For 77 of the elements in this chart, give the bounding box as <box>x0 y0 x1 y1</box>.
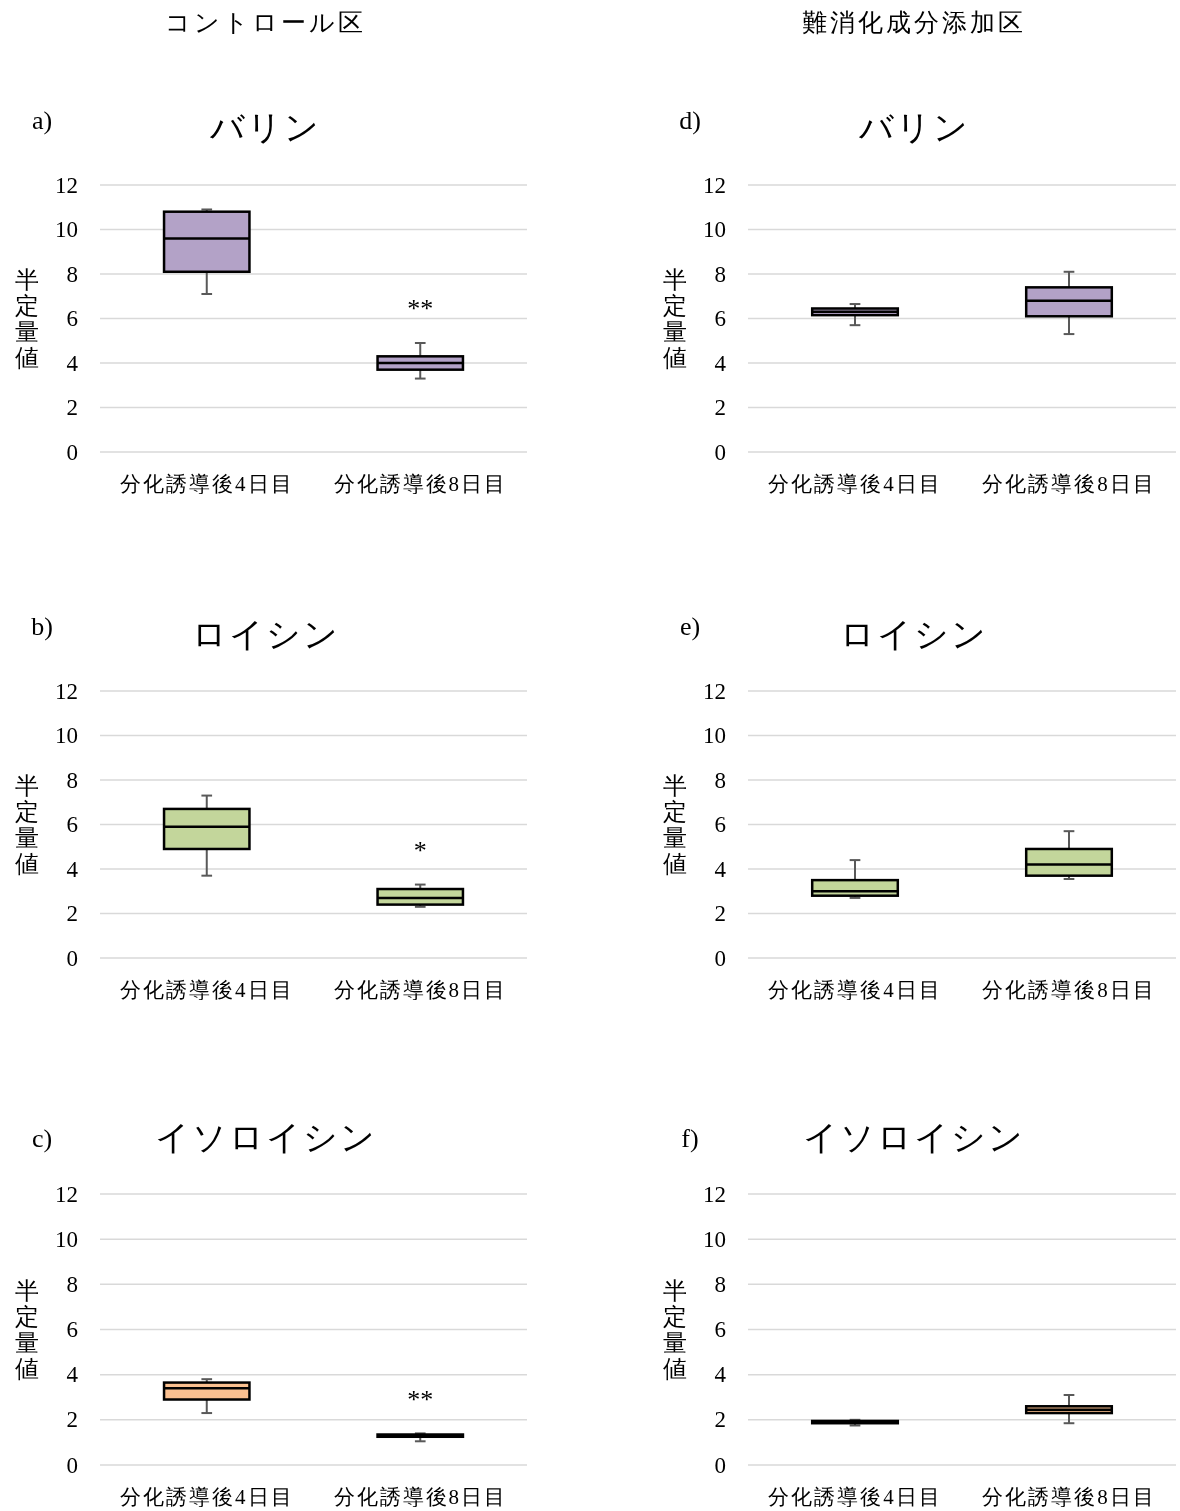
y-axis-title: 半定量値 <box>663 772 687 877</box>
y-tick-label: 8 <box>714 261 726 287</box>
y-tick-label: 4 <box>714 350 727 376</box>
y-tick-label: 0 <box>66 945 78 971</box>
y-tick-label: 4 <box>66 856 79 882</box>
y-tick-label: 0 <box>714 945 726 971</box>
chart-title: イソロイシン <box>154 1118 377 1156</box>
y-tick-label: 12 <box>55 172 78 198</box>
x-tick-label: 分化誘導後4日目 <box>768 1485 942 1509</box>
y-tick-label: 6 <box>66 812 78 837</box>
y-tick-label: 8 <box>714 767 726 793</box>
text: e) <box>679 611 701 641</box>
y-tick-label: 10 <box>703 723 726 748</box>
x-tick-label: 分化誘導後4日目 <box>768 472 942 496</box>
chart-title: イソロイシン <box>803 1118 1025 1156</box>
x-tick-label: 分化誘導後8日目 <box>982 1485 1156 1509</box>
y-tick-label: 10 <box>55 217 78 242</box>
y-tick-label: 4 <box>66 350 79 376</box>
text: 難消化成分添加区 <box>802 8 1026 36</box>
y-tick-label: 8 <box>66 1271 78 1297</box>
y-tick-label: 12 <box>703 1181 726 1207</box>
y-tick-label: 4 <box>714 856 727 882</box>
x-tick-label: 分化誘導後8日目 <box>982 978 1156 1002</box>
y-axis-title: 半定量値 <box>15 772 39 877</box>
x-tick-label: 分化誘導後4日目 <box>120 472 294 496</box>
y-tick-label: 10 <box>55 1226 78 1252</box>
chart-title: バリン <box>209 108 321 146</box>
y-tick-label: 2 <box>714 1407 726 1433</box>
y-tick-label: 4 <box>66 1362 79 1388</box>
y-tick-label: 2 <box>714 395 726 420</box>
y-tick-label: 10 <box>703 1226 726 1252</box>
text: b) <box>31 611 53 641</box>
text: a) <box>31 105 53 135</box>
annotation: ** <box>407 1384 434 1414</box>
y-axis-title: 半定量値 <box>663 1277 687 1382</box>
y-tick-label: 6 <box>714 1317 726 1342</box>
y-axis-title: 半定量値 <box>663 266 687 371</box>
annotation: ** <box>407 294 434 324</box>
y-axis-title: 半定量値 <box>15 266 39 371</box>
y-tick-label: 0 <box>66 1452 78 1478</box>
text: f) <box>681 1123 699 1153</box>
chart-title: バリン <box>857 108 970 146</box>
x-tick-label: 分化誘導後4日目 <box>120 1485 294 1509</box>
x-tick-label: 分化誘導後8日目 <box>333 978 507 1002</box>
y-tick-label: 12 <box>703 678 726 704</box>
y-tick-label: 12 <box>55 678 78 704</box>
y-tick-label: 4 <box>714 1362 727 1388</box>
annotation: * <box>413 836 427 866</box>
y-tick-label: 6 <box>66 306 78 331</box>
y-tick-label: 12 <box>703 172 726 198</box>
y-tick-label: 12 <box>55 1181 78 1207</box>
x-tick-label: 分化誘導後8日目 <box>333 1485 507 1509</box>
y-tick-label: 10 <box>55 723 78 748</box>
y-tick-label: 8 <box>66 261 78 287</box>
y-tick-label: 2 <box>66 1407 78 1433</box>
text: c) <box>31 1123 53 1153</box>
y-tick-label: 0 <box>714 1452 726 1478</box>
y-tick-label: 6 <box>714 306 726 331</box>
y-tick-label: 8 <box>714 1271 726 1297</box>
text: コントロール区 <box>165 8 366 36</box>
x-tick-label: 分化誘導後4日目 <box>768 978 942 1002</box>
chart-title: ロイシン <box>191 615 340 653</box>
y-tick-label: 10 <box>703 217 726 242</box>
y-tick-label: 0 <box>66 439 78 465</box>
x-tick-label: 分化誘導後8日目 <box>333 472 507 496</box>
y-tick-label: 2 <box>66 395 78 420</box>
x-tick-label: 分化誘導後4日目 <box>120 978 294 1002</box>
y-tick-label: 6 <box>714 812 726 837</box>
text: d) <box>679 105 701 135</box>
y-tick-label: 2 <box>66 901 78 926</box>
y-tick-label: 0 <box>714 439 726 465</box>
y-tick-label: 2 <box>714 901 726 926</box>
chart-title: ロイシン <box>840 615 988 653</box>
y-tick-label: 8 <box>66 767 78 793</box>
x-tick-label: 分化誘導後8日目 <box>982 472 1156 496</box>
y-tick-label: 6 <box>66 1317 78 1342</box>
y-axis-title: 半定量値 <box>15 1277 39 1382</box>
